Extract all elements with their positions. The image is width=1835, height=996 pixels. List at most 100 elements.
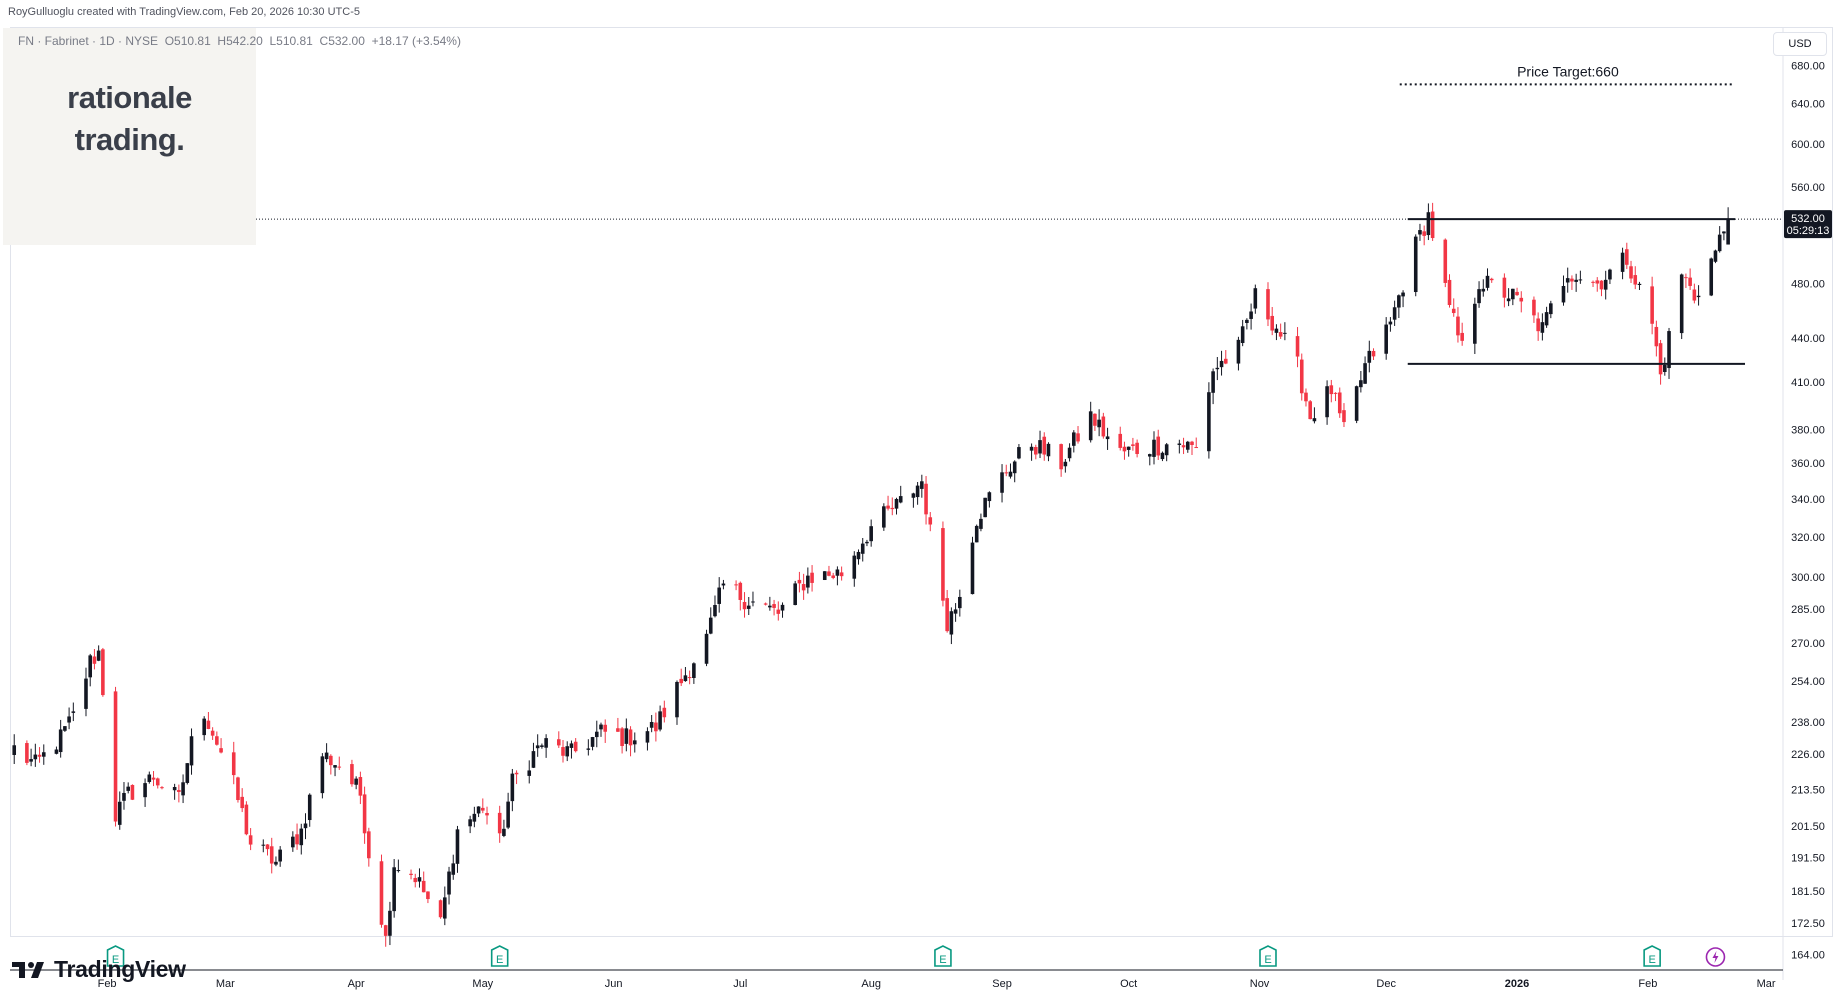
candle <box>953 603 958 622</box>
candle <box>1046 442 1051 462</box>
candle <box>1637 281 1642 291</box>
candle <box>189 728 194 775</box>
candle <box>1147 453 1152 466</box>
candle <box>388 901 392 946</box>
candle <box>1574 273 1578 292</box>
candle <box>632 732 637 753</box>
price-tick-label: 410.00 <box>1791 377 1825 389</box>
candle <box>96 645 101 662</box>
candle <box>126 782 130 794</box>
candle <box>649 714 654 733</box>
last-price-value: 532.00 <box>1791 213 1825 225</box>
currency-button[interactable]: USD <box>1773 32 1827 56</box>
candle <box>1388 317 1393 332</box>
candle <box>1164 442 1169 462</box>
candle <box>202 716 206 741</box>
candle <box>535 734 540 757</box>
candle <box>620 726 624 754</box>
candle <box>1160 451 1165 462</box>
candle <box>278 846 282 867</box>
candle <box>303 813 308 840</box>
chart-frame <box>10 27 1833 937</box>
candle <box>827 565 831 577</box>
candle <box>510 768 515 812</box>
candle <box>713 595 717 618</box>
candle <box>1667 327 1671 379</box>
tradingview-brand[interactable]: TradingView <box>12 956 186 983</box>
candle <box>1333 392 1338 402</box>
candle <box>1177 439 1182 454</box>
price-tick-label: 201.50 <box>1791 821 1825 833</box>
candle <box>1392 300 1397 326</box>
candle <box>379 854 384 928</box>
candle <box>514 770 519 785</box>
candle <box>122 782 126 810</box>
svg-text:E: E <box>1264 954 1271 966</box>
candle <box>1422 225 1426 246</box>
candle <box>63 726 67 732</box>
candle <box>1190 440 1194 455</box>
price-tick-label: 181.50 <box>1791 886 1825 898</box>
earnings-event-icon[interactable]: E <box>490 945 509 967</box>
candle <box>502 819 506 838</box>
candle <box>894 497 899 515</box>
candle <box>738 581 743 611</box>
candle <box>746 596 751 615</box>
dividend-lightning-icon[interactable] <box>1705 947 1726 967</box>
candle <box>1219 350 1224 376</box>
candle <box>624 718 629 752</box>
candle <box>1430 202 1435 241</box>
symbol-legend: FN · Fabrinet · 1D · NYSE O510.81 H542.2… <box>18 34 461 48</box>
earnings-event-icon[interactable]: E <box>1259 945 1277 967</box>
chart-credit: RoyGulluoglu created with TradingView.co… <box>8 6 360 18</box>
candle <box>307 793 312 827</box>
candle <box>742 592 747 618</box>
candle <box>472 806 477 828</box>
price-tick-label: 560.00 <box>1791 182 1825 194</box>
candle <box>983 497 987 518</box>
candle <box>1363 356 1367 384</box>
earnings-event-icon[interactable]: E <box>1643 945 1661 967</box>
candle <box>269 837 274 874</box>
candle <box>1544 306 1549 328</box>
candle <box>1477 281 1481 308</box>
candle <box>1101 412 1106 439</box>
candle <box>1131 437 1135 451</box>
candle <box>1367 340 1372 373</box>
candle <box>662 700 667 723</box>
candle <box>869 519 873 547</box>
price-tick-label: 340.00 <box>1791 494 1825 506</box>
candle <box>1506 288 1511 307</box>
candle <box>561 740 565 763</box>
candle <box>1481 279 1486 297</box>
earnings-event-icon[interactable]: E <box>106 945 125 967</box>
last-price-label: 532.00 05:29:13 <box>1784 210 1832 239</box>
earnings-event-icon[interactable]: E <box>934 945 952 967</box>
close-label: C <box>319 34 329 48</box>
candle <box>1561 275 1566 306</box>
bar-countdown: 05:29:13 <box>1787 225 1830 237</box>
candle <box>299 823 304 855</box>
candle <box>544 734 548 758</box>
candle <box>84 667 88 717</box>
candle <box>1194 437 1199 449</box>
candle <box>556 731 561 748</box>
price-tick-label: 285.00 <box>1791 604 1825 616</box>
watermark-line-1: rationale <box>67 80 192 115</box>
candle <box>1599 280 1604 297</box>
candle <box>1181 437 1186 455</box>
candle <box>1511 288 1515 306</box>
symbol-name[interactable]: FN · Fabrinet · 1D · NYSE <box>18 34 159 48</box>
candle <box>1012 460 1017 483</box>
candle <box>1337 387 1342 418</box>
candle <box>806 567 810 594</box>
candle <box>1295 327 1300 368</box>
candle <box>1713 249 1718 264</box>
candle <box>1540 313 1545 341</box>
candle <box>801 573 806 600</box>
candle <box>586 739 591 756</box>
candle <box>219 738 223 754</box>
candle <box>941 521 945 607</box>
